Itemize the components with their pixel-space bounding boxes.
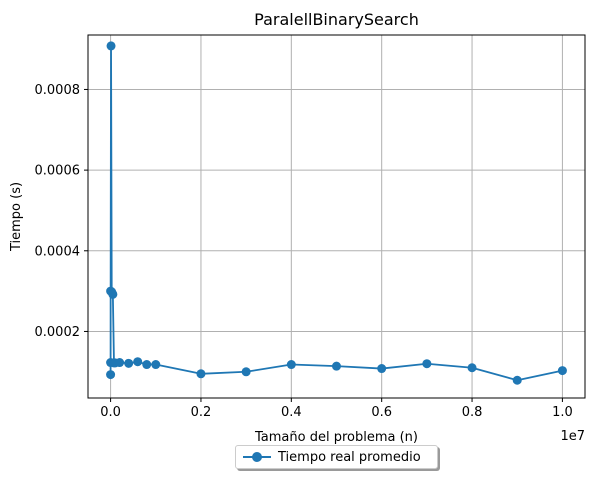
y-axis-label: Tiempo (s) bbox=[9, 182, 24, 252]
data-point bbox=[377, 364, 387, 374]
data-point bbox=[151, 360, 161, 370]
series-line bbox=[109, 44, 563, 382]
data-point bbox=[115, 358, 125, 368]
data-point bbox=[106, 41, 116, 51]
data-point bbox=[241, 367, 251, 377]
x-axis-offset-label: 1e7 bbox=[560, 429, 585, 444]
y-tick-label: 0.0006 bbox=[35, 164, 81, 179]
y-tick-label: 0.0002 bbox=[35, 325, 81, 340]
data-point bbox=[422, 359, 432, 369]
grid-lines bbox=[88, 35, 585, 398]
x-tick-label: 0.6 bbox=[371, 405, 392, 420]
data-point bbox=[286, 360, 296, 370]
y-tick-label: 0.0008 bbox=[35, 83, 81, 98]
x-tick-label: 1.0 bbox=[552, 405, 573, 420]
legend: Tiempo real promedio bbox=[235, 445, 438, 469]
data-point bbox=[108, 289, 118, 299]
data-point bbox=[106, 370, 116, 380]
y-tick-label: 0.0004 bbox=[35, 244, 81, 259]
data-point bbox=[557, 366, 567, 376]
tick-marks bbox=[84, 88, 563, 402]
x-tick-label: 0.0 bbox=[100, 405, 121, 420]
data-point bbox=[512, 375, 522, 385]
chart-title: ParalellBinarySearch bbox=[254, 10, 419, 29]
data-point bbox=[124, 358, 134, 368]
data-point bbox=[133, 357, 143, 367]
x-tick-label: 0.8 bbox=[462, 405, 483, 420]
data-point bbox=[196, 369, 206, 379]
legend-series-label: Tiempo real promedio bbox=[278, 449, 421, 465]
x-axis-label: Tamaño del problema (n) bbox=[254, 430, 418, 445]
x-tick-label: 0.4 bbox=[281, 405, 302, 420]
data-point bbox=[332, 361, 341, 371]
plot-area bbox=[87, 34, 586, 399]
x-tick-label: 0.2 bbox=[191, 405, 212, 420]
data-point bbox=[142, 360, 152, 370]
data-series bbox=[106, 41, 567, 385]
data-point bbox=[467, 363, 477, 373]
legend-series-marker bbox=[243, 450, 271, 464]
